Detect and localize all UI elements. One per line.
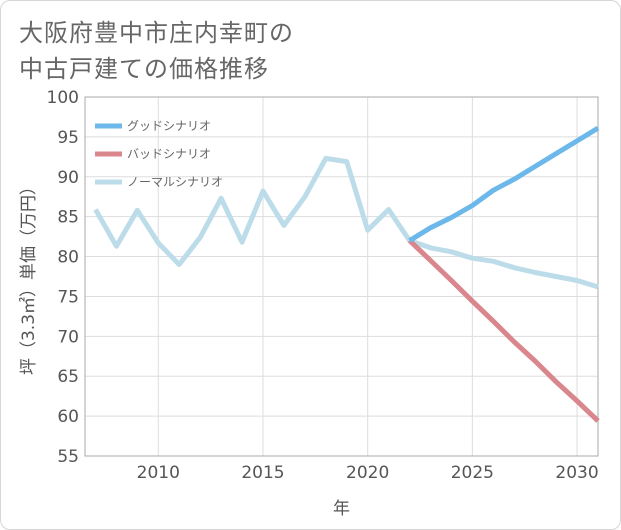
y-tick-label-100: 100 <box>47 88 79 108</box>
y-tick-label-70: 70 <box>57 327 79 347</box>
y-tick-label-65: 65 <box>57 367 79 387</box>
y-tick-label-60: 60 <box>57 407 79 427</box>
y-tick-label-80: 80 <box>57 248 79 268</box>
x-tick-label-2030: 2030 <box>555 463 598 483</box>
y-tick-label-90: 90 <box>57 168 79 188</box>
x-tick-label-2025: 2025 <box>451 463 494 483</box>
x-axis-ticks: 2010 2015 2020 2025 2030 <box>137 463 599 483</box>
series-line-1 <box>407 238 600 423</box>
x-tick-label-2010: 2010 <box>137 463 180 483</box>
y-axis-label: 坪（3.3㎡）単価（万円） <box>19 178 39 375</box>
chart-title: 大阪府豊中市庄内幸町の 中古戸建ての価格推移 <box>19 19 294 83</box>
y-axis-ticks: 55 60 65 70 75 80 85 90 95 100 <box>47 88 79 467</box>
plot-frame <box>84 96 599 457</box>
x-tick-label-2020: 2020 <box>346 463 389 483</box>
legend-label-1: バッドシナリオ <box>127 147 211 161</box>
series-line-2 <box>93 155 599 290</box>
y-tick-label-95: 95 <box>57 128 79 148</box>
y-tick-label-75: 75 <box>57 287 79 307</box>
legend-label-0: グッドシナリオ <box>127 119 211 133</box>
y-tick-label-85: 85 <box>57 208 79 228</box>
series-line-0 <box>408 125 600 243</box>
series-lines <box>93 125 600 423</box>
x-tick-label-2015: 2015 <box>241 463 284 483</box>
legend-label-2: ノーマルシナリオ <box>127 175 223 189</box>
x-axis-label: 年 <box>333 499 350 519</box>
y-tick-label-55: 55 <box>57 447 79 467</box>
